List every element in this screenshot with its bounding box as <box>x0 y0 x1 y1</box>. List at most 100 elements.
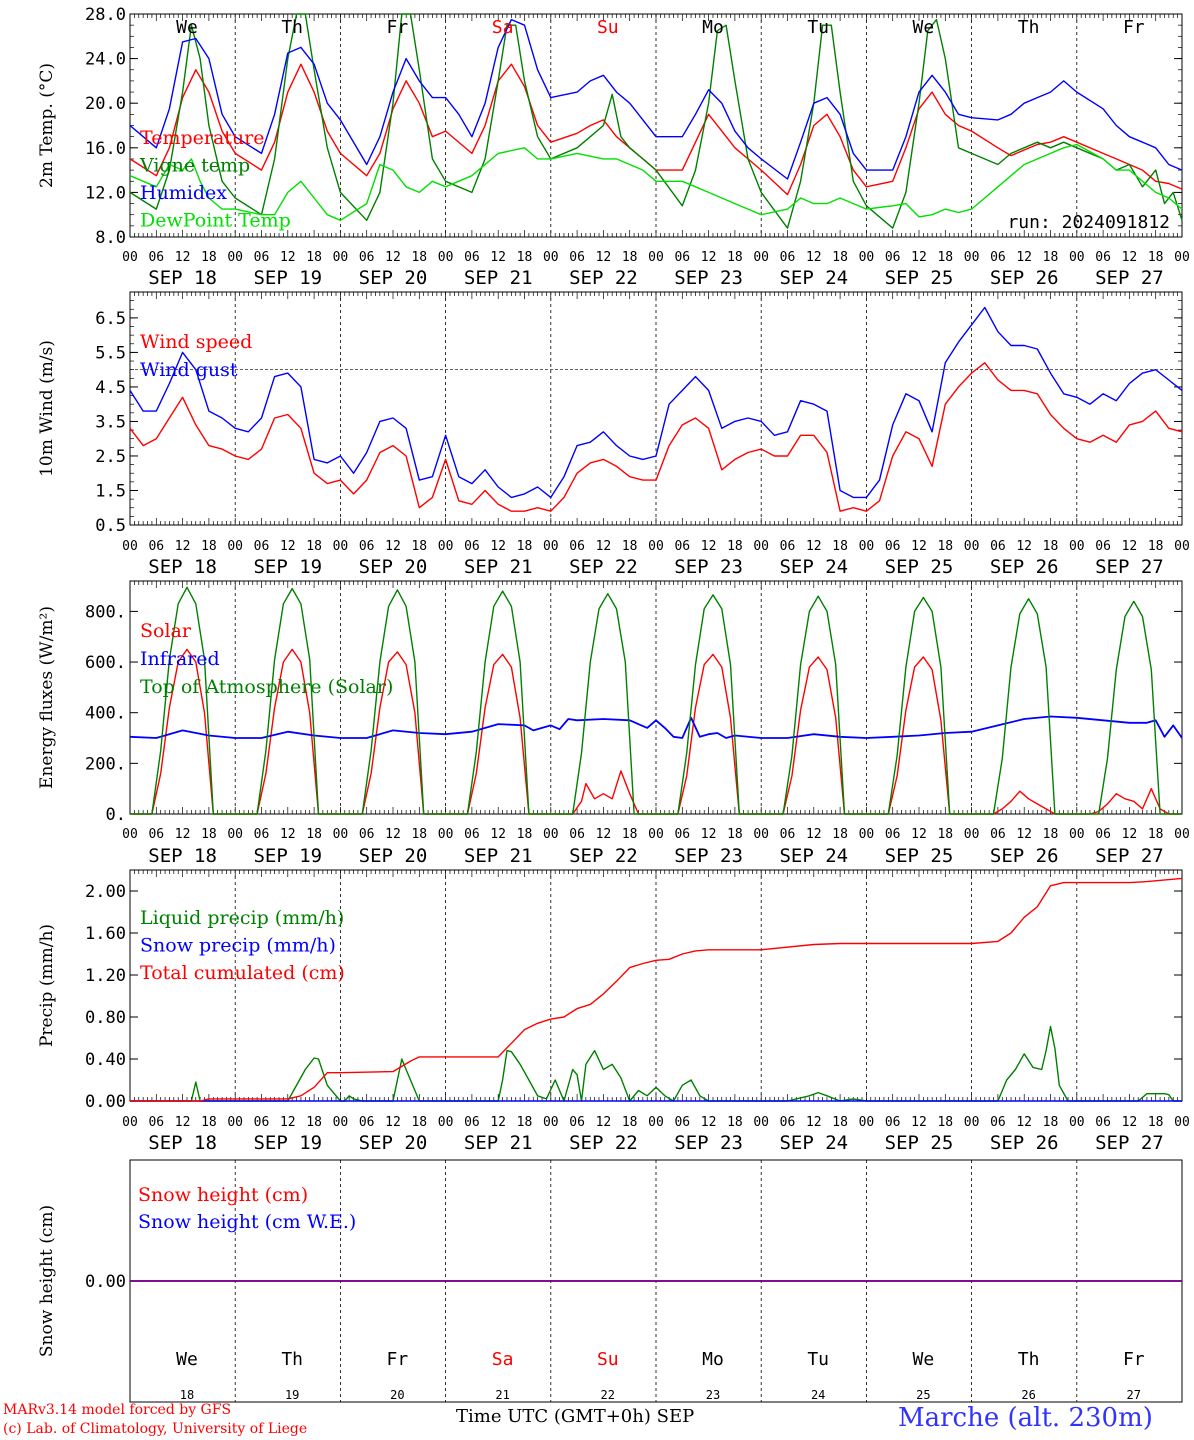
wind-series-wind-speed <box>129 362 1183 512</box>
energy-date-label: SEP 24 <box>779 845 848 867</box>
temp-hour-label: 00 <box>227 250 243 265</box>
wind-hour-label: 12 <box>806 539 822 554</box>
temp-legend-dewpoint-temp: DewPoint Temp <box>140 210 291 232</box>
temp-hour-label: 18 <box>622 250 638 265</box>
temp-hour-label: 12 <box>385 250 401 265</box>
temp-y-tick-label: 8.0 <box>95 228 126 248</box>
temp-hour-label: 12 <box>806 250 822 265</box>
wind-hour-label: 12 <box>175 539 191 554</box>
weekday-label-bottom: Mo <box>702 1349 724 1370</box>
temp-hour-label: 00 <box>648 250 664 265</box>
energy-hour-label: 06 <box>1095 827 1111 842</box>
precip-legend-total-cumulated-cm: Total cumulated (cm) <box>140 962 345 984</box>
energy-hour-label: 18 <box>306 827 322 842</box>
wind-hour-label: 00 <box>438 539 454 554</box>
weekday-label-bottom: Th <box>281 1349 303 1370</box>
energy-panel: 0. 200. 400. 600. 800. Energy fluxes (W/m²) 00… <box>37 580 1190 867</box>
energy-hour-label: 18 <box>517 827 533 842</box>
energy-hour-label: 06 <box>885 827 901 842</box>
precip-hour-label: 00 <box>753 1115 769 1130</box>
wind-hour-label: 18 <box>1043 539 1059 554</box>
temp-hour-label: 06 <box>359 250 375 265</box>
wind-hour-label: 06 <box>359 539 375 554</box>
day-number-label: 24 <box>811 1388 825 1402</box>
energy-date-label: SEP 25 <box>885 845 954 867</box>
energy-series-infrared <box>129 715 1183 739</box>
precip-hour-label: 00 <box>859 1115 875 1130</box>
weekday-label: Sa <box>492 17 514 38</box>
energy-hour-label: 00 <box>753 827 769 842</box>
temp-hour-label: 18 <box>1148 250 1164 265</box>
energy-hour-label: 18 <box>622 827 638 842</box>
energy-hour-label: 00 <box>1174 827 1190 842</box>
wind-hour-label: 06 <box>1095 539 1111 554</box>
temp-series-humidex <box>129 18 1183 180</box>
energy-hour-label: 06 <box>780 827 796 842</box>
wind-hour-label: 06 <box>990 539 1006 554</box>
precip-y-tick-label: 1.60 <box>85 924 126 944</box>
precip-y-tick-label: 0.80 <box>85 1008 126 1028</box>
energy-hour-label: 12 <box>596 827 612 842</box>
wind-hour-label: 06 <box>885 539 901 554</box>
temp-y-tick-label: 28.0 <box>85 5 126 25</box>
temp-date-label: SEP 27 <box>1095 267 1164 289</box>
weekday-label-bottom: We <box>176 1349 198 1370</box>
wind-hour-label: 06 <box>569 539 585 554</box>
energy-date-label: SEP 19 <box>253 845 322 867</box>
energy-hour-label: 12 <box>1016 827 1032 842</box>
wind-legend-wind-gust: Wind gust <box>140 359 238 381</box>
precip-hour-label: 18 <box>411 1115 427 1130</box>
energy-date-label: SEP 21 <box>464 845 533 867</box>
temp-date-label: SEP 23 <box>674 267 743 289</box>
precip-hour-label: 06 <box>885 1115 901 1130</box>
energy-hour-label: 12 <box>490 827 506 842</box>
wind-y-tick-label: 2.5 <box>95 447 126 467</box>
temp-date-label: SEP 26 <box>990 267 1059 289</box>
energy-legend-solar: Solar <box>140 620 192 642</box>
temp-hour-label: 12 <box>175 250 191 265</box>
precip-hour-label: 06 <box>990 1115 1006 1130</box>
wind-panel: 0.5 1.5 2.5 3.5 4.5 5.5 6.5 10m Wind (m/s) 00 06 1… <box>37 291 1190 578</box>
wind-hour-label: 00 <box>1069 539 1085 554</box>
precip-hour-label: 18 <box>517 1115 533 1130</box>
wind-hour-label: 00 <box>333 539 349 554</box>
model-credit: MARv3.14 model forced by GFS <box>3 1402 232 1418</box>
temp-y-axis-label: 2m Temp. (°C) <box>37 63 57 188</box>
precip-hour-label: 12 <box>701 1115 717 1130</box>
energy-hour-label: 06 <box>148 827 164 842</box>
wind-hour-label: 12 <box>701 539 717 554</box>
temp-hour-label: 18 <box>1043 250 1059 265</box>
temp-legend-vigne-temp: Vigne temp <box>139 155 250 177</box>
day-number-label: 23 <box>706 1388 720 1402</box>
temp-run-annotation: run: 2024091812 <box>1007 212 1170 233</box>
wind-hour-label: 12 <box>385 539 401 554</box>
snow-y-tick-label: 0.00 <box>85 1272 126 1292</box>
precip-y-tick-label: 0.00 <box>85 1092 126 1112</box>
precip-date-label: SEP 20 <box>359 1132 428 1154</box>
precip-y-axis-label: Precip (mm/h) <box>37 924 57 1047</box>
day-number-label: 21 <box>495 1388 509 1402</box>
weekday-label-bottom: We <box>913 1349 935 1370</box>
energy-hour-label: 00 <box>122 827 138 842</box>
temp-hour-label: 06 <box>674 250 690 265</box>
temp-hour-label: 12 <box>596 250 612 265</box>
energy-hour-label: 18 <box>1148 827 1164 842</box>
energy-hour-label: 06 <box>569 827 585 842</box>
copyright-credit: (c) Lab. of Climatology, University of L… <box>3 1421 308 1437</box>
weekday-label-bottom: Fr <box>1123 1349 1145 1370</box>
precip-hour-label: 12 <box>385 1115 401 1130</box>
wind-hour-label: 00 <box>648 539 664 554</box>
temp-hour-label: 18 <box>727 250 743 265</box>
precip-date-label: SEP 18 <box>148 1132 217 1154</box>
energy-date-label: SEP 20 <box>359 845 428 867</box>
temp-date-label: SEP 18 <box>148 267 217 289</box>
wind-y-tick-label: 4.5 <box>95 378 126 398</box>
month-label: SEP <box>656 1406 695 1427</box>
precip-hour-label: 18 <box>1148 1115 1164 1130</box>
temp-hour-label: 06 <box>780 250 796 265</box>
temp-hour-label: 18 <box>832 250 848 265</box>
wind-hour-label: 18 <box>622 539 638 554</box>
weekday-label: We <box>913 17 935 38</box>
precip-date-label: SEP 23 <box>674 1132 743 1154</box>
energy-hour-label: 12 <box>911 827 927 842</box>
